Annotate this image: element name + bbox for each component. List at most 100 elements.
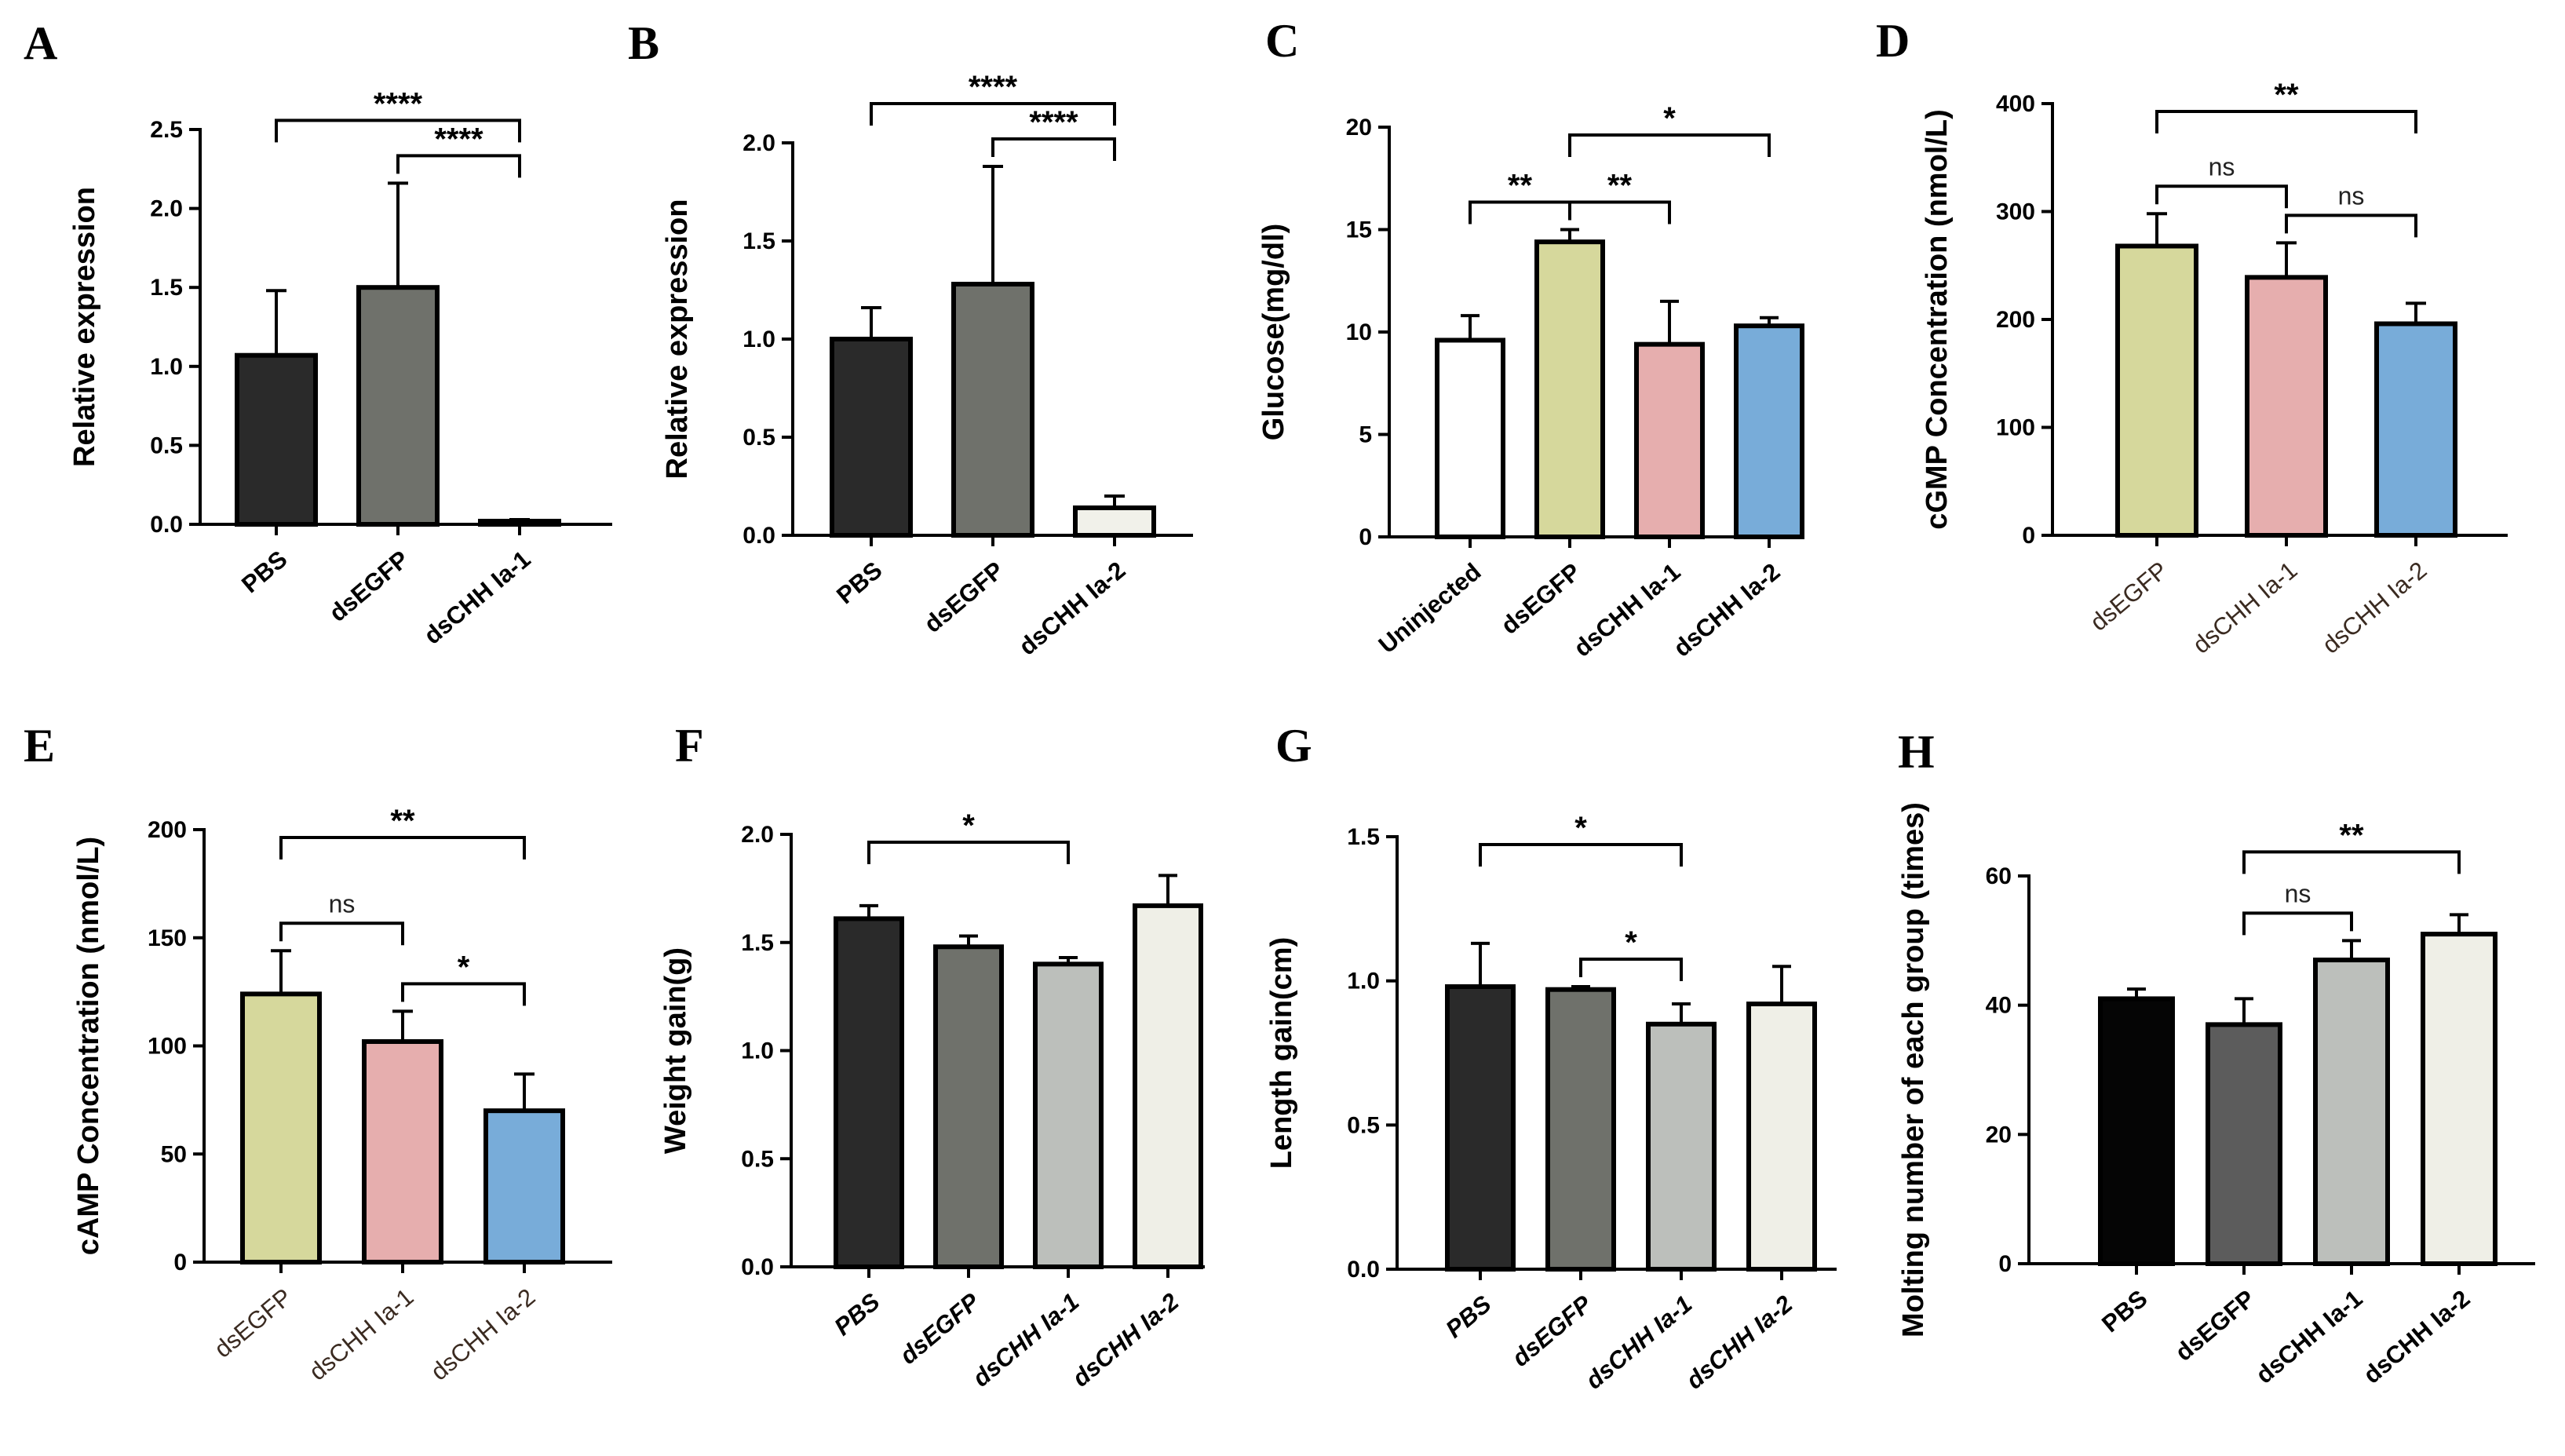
bar-1 <box>1445 984 1516 1272</box>
y-tick-label: 300 <box>1996 199 2035 225</box>
category-label: dsCHH Ia-1 <box>967 1288 1084 1392</box>
category-label: dsCHH Ia-1 <box>304 1283 419 1386</box>
panel-label: H <box>1898 726 1935 778</box>
category-label: dsEGFP <box>2170 1285 2260 1367</box>
significance-label: * <box>458 950 470 984</box>
y-tick-label: 2.0 <box>742 130 775 156</box>
panel-label: G <box>1275 720 1312 772</box>
significance-label: * <box>962 808 975 843</box>
significance-label: **** <box>969 70 1018 104</box>
category-label: dsCHH Ia-1 <box>2250 1285 2367 1389</box>
significance-bracket <box>396 154 521 178</box>
significance-label: ns <box>2338 181 2365 210</box>
bar-1 <box>2115 243 2198 538</box>
significance-bracket <box>2242 850 2461 874</box>
bar-1 <box>830 337 913 538</box>
bar-2 <box>2206 1022 2282 1267</box>
y-tick-label: 0.0 <box>1347 1257 1380 1283</box>
y-tick-label: 0 <box>1359 524 1372 550</box>
y-tick-label: 0.5 <box>742 425 775 451</box>
category-label: dsEGFP <box>2085 556 2173 637</box>
category-label: PBS <box>831 556 887 610</box>
bar-1 <box>2098 996 2175 1267</box>
y-tick-label: 100 <box>1996 415 2035 441</box>
bar-4 <box>2421 932 2498 1266</box>
category-label: PBS <box>236 546 292 599</box>
y-tick-label: 0 <box>1998 1251 2012 1277</box>
significance-label: * <box>1663 101 1676 136</box>
bar-4 <box>1746 1002 1817 1272</box>
bar-3 <box>1073 505 1156 538</box>
significance-label: * <box>1574 811 1587 845</box>
category-label: dsCHH Ia-2 <box>1067 1288 1184 1392</box>
category-label: dsCHH Ia-2 <box>1668 558 1785 662</box>
significance-label: * <box>1625 925 1637 960</box>
panel-label: B <box>628 17 659 69</box>
panel-label: C <box>1265 15 1299 67</box>
category-label: dsEGFP <box>895 1287 985 1370</box>
y-axis-title: Relative expression <box>68 187 101 467</box>
y-tick-label: 10 <box>1346 319 1372 345</box>
bar-2 <box>933 944 1004 1269</box>
y-tick-label: 200 <box>1996 307 2035 333</box>
bar-4 <box>1734 323 1804 539</box>
bar-2 <box>356 285 440 527</box>
bar-3 <box>478 518 561 527</box>
category-label: dsCHH Ia-2 <box>2358 1285 2475 1389</box>
bar-3 <box>1634 341 1705 539</box>
significance-bracket <box>279 921 404 946</box>
bar-4 <box>1133 903 1203 1270</box>
significance-label: ** <box>2274 78 2299 112</box>
panel-label: E <box>24 720 55 772</box>
significance-bracket <box>279 836 526 859</box>
y-tick-label: 1.5 <box>1347 824 1380 850</box>
category-label: dsEGFP <box>1496 558 1586 640</box>
significance-bracket <box>2155 110 2417 133</box>
chart-panel-h: H Molting number of each group (times) 0 20… <box>1897 726 2535 1389</box>
significance-label: ns <box>2209 152 2235 181</box>
significance-bracket <box>1568 200 1671 224</box>
significance-bracket <box>1469 200 1571 224</box>
category-label: dsCHH Ia-2 <box>2317 556 2432 659</box>
y-tick-label: 20 <box>1346 115 1372 140</box>
bar-3 <box>1646 1021 1717 1272</box>
y-tick-label: 0.0 <box>741 1254 774 1280</box>
y-tick-label: 2.0 <box>741 822 774 848</box>
y-axis-title: cGMP Concentration (nmol/L) <box>1921 109 1954 530</box>
significance-bracket <box>2155 184 2288 209</box>
significance-label: ** <box>390 804 415 838</box>
category-label: dsCHH Ia-1 <box>1568 558 1685 662</box>
bar-2 <box>1534 239 1605 539</box>
bar-2 <box>2245 275 2328 538</box>
category-label: dsEGFP <box>209 1283 297 1363</box>
significance-bracket <box>870 102 1116 126</box>
bar-3 <box>1033 962 1104 1270</box>
y-tick-label: 0.0 <box>150 512 183 538</box>
category-label: dsCHH Ia-2 <box>1680 1290 1797 1395</box>
panel-label: D <box>1876 15 1910 67</box>
bar-2 <box>951 282 1034 538</box>
bar-2 <box>362 1038 443 1264</box>
y-tick-label: 40 <box>1986 993 2012 1019</box>
y-tick-label: 2.0 <box>150 196 183 222</box>
y-axis-title: Molting number of each group (times) <box>1897 802 1930 1337</box>
y-tick-label: 150 <box>148 925 187 951</box>
significance-bracket <box>2285 213 2417 238</box>
y-axis-title: Glucose(mg/dl) <box>1257 224 1290 441</box>
y-tick-label: 15 <box>1346 217 1372 243</box>
bar-1 <box>235 352 318 527</box>
category-label: dsEGFP <box>324 546 414 627</box>
y-axis-title: cAMP Concentration (nmol/L) <box>72 837 105 1255</box>
y-tick-label: 1.5 <box>742 228 775 254</box>
category-label: dsCHH Ia-1 <box>1580 1290 1697 1395</box>
category-label: PBS <box>1440 1290 1497 1343</box>
significance-bracket <box>401 982 526 1006</box>
significance-bracket <box>275 119 521 143</box>
bar-3 <box>2374 321 2457 538</box>
panel-label: F <box>675 720 704 772</box>
category-label: PBS <box>2096 1285 2152 1338</box>
